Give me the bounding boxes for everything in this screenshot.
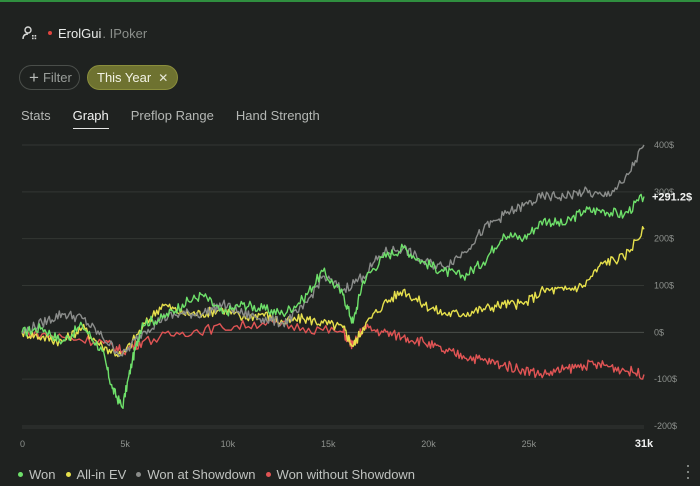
- date-filter-chip[interactable]: This Year ✕: [87, 65, 179, 90]
- chart-legend: Won All-in EV Won at Showdown Won withou…: [18, 467, 425, 482]
- legend-swatch-all-in-ev: [65, 472, 71, 477]
- legend-item-all-in-ev[interactable]: All-in EV: [65, 467, 127, 482]
- y-tick-label: 400$: [654, 140, 674, 150]
- y-tick-label: -200$: [654, 421, 677, 431]
- x-tick-label: 10k: [221, 439, 236, 449]
- y-tick-label: 0$: [654, 327, 664, 337]
- x-tick-label: 20k: [421, 439, 436, 449]
- series-line-won: [21, 193, 645, 409]
- close-icon[interactable]: ✕: [158, 70, 169, 85]
- tab-bar: Stats Graph Preflop Range Hand Strength: [21, 108, 342, 129]
- x-tick-label: 31k: [635, 438, 654, 450]
- y-tick-label: 300$: [654, 187, 674, 197]
- filter-bar: + Filter This Year ✕: [19, 65, 179, 90]
- legend-swatch-won-at-showdown: [136, 472, 142, 477]
- legend-label: Won: [29, 467, 56, 482]
- legend-swatch-won: [18, 472, 23, 477]
- player-header: ErolGui . IPoker: [22, 24, 147, 42]
- tab-preflop-range[interactable]: Preflop Range: [130, 108, 214, 123]
- plus-icon: +: [29, 68, 39, 87]
- user-settings-icon[interactable]: [22, 25, 38, 41]
- legend-label: Won at Showdown: [147, 467, 256, 482]
- player-site: . IPoker: [102, 25, 148, 41]
- series-line-won-without-showdown: [21, 319, 645, 380]
- legend-label: Won without Showdown: [276, 467, 416, 482]
- profit-graph[interactable]: 400$ 300$ 200$ 100$ 0$ -100$ -200$ 0 5k 10k 15k 20…: [0, 128, 700, 458]
- status-dot: [48, 31, 52, 35]
- add-filter-button[interactable]: + Filter: [19, 65, 80, 90]
- filter-label: Filter: [42, 70, 72, 85]
- more-vertical-icon[interactable]: [685, 465, 691, 479]
- chart-grid: [22, 144, 644, 429]
- legend-item-won-at-showdown[interactable]: Won at Showdown: [136, 467, 256, 482]
- legend-item-won[interactable]: Won: [18, 467, 56, 482]
- series-line-all-in-ev: [21, 226, 645, 358]
- tab-graph[interactable]: Graph: [72, 108, 109, 129]
- legend-swatch-won-without-showdown: [265, 472, 271, 477]
- top-accent-line: [0, 0, 700, 2]
- x-tick-label: 25k: [522, 439, 537, 449]
- y-axis: 400$ 300$ 200$ 100$ 0$ -100$ -200$: [654, 140, 677, 431]
- y-tick-label: 200$: [654, 234, 674, 244]
- legend-item-won-without-showdown[interactable]: Won without Showdown: [265, 467, 416, 482]
- legend-label: All-in EV: [76, 467, 127, 482]
- tab-stats[interactable]: Stats: [21, 108, 51, 123]
- y-tick-label: 100$: [654, 281, 674, 291]
- tab-hand-strength[interactable]: Hand Strength: [235, 108, 320, 123]
- player-name[interactable]: ErolGui: [58, 25, 102, 41]
- date-filter-label: This Year: [97, 70, 152, 85]
- x-tick-label: 0: [20, 439, 25, 449]
- x-axis: 0 5k 10k 15k 20k 25k 31k: [20, 438, 654, 450]
- y-tick-label: -100$: [654, 374, 677, 384]
- chart-series: [21, 144, 645, 409]
- current-value-label: +291.2$: [652, 192, 692, 204]
- x-tick-label: 5k: [120, 439, 130, 449]
- x-tick-label: 15k: [321, 439, 336, 449]
